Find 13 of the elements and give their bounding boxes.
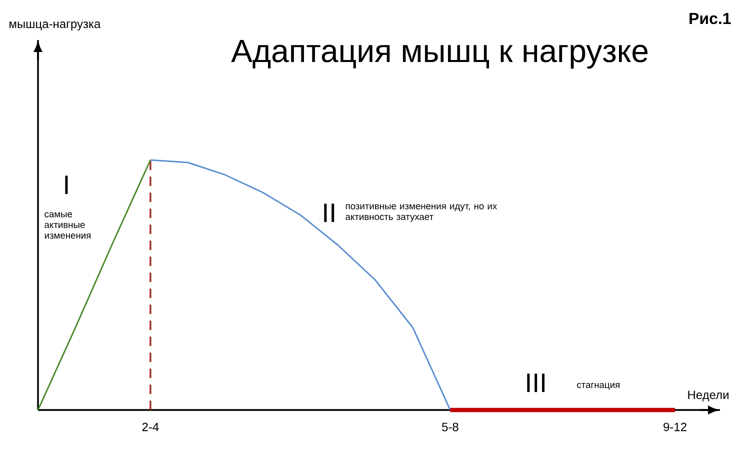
annotation: стагнация: [577, 382, 620, 390]
x-tick-label: 5-8: [442, 422, 458, 432]
x-axis-title: Недели: [688, 390, 728, 402]
text: Рис.1: [690, 12, 731, 24]
annotation: II: [324, 204, 334, 222]
text: мышца-нагрузка: [10, 22, 101, 30]
annotation: самые активные изменения: [44, 212, 90, 239]
x-tick-label: 9-12: [664, 422, 686, 432]
chart-title: Адаптация мышц к нагрузке: [231, 40, 648, 69]
x-tick-label: 2-4: [142, 422, 159, 432]
annotation: позитивные изменения идут, но их активность затухает: [346, 204, 497, 222]
annotation: I: [65, 176, 68, 194]
annotation: III: [527, 374, 544, 392]
